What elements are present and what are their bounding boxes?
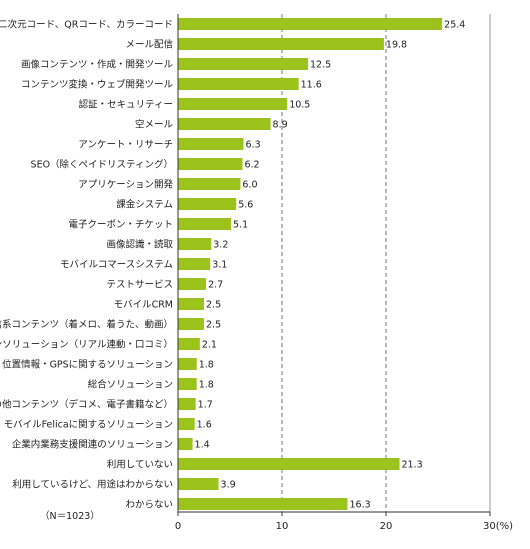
bar-22: [178, 458, 400, 470]
bar-4: [178, 98, 288, 110]
bar-6: [178, 138, 244, 150]
bar-0: [178, 18, 443, 30]
bar-7: [178, 158, 243, 170]
category-label-10: 電子クーポン・チケット: [68, 220, 173, 231]
value-label-12: 3.1: [212, 260, 227, 271]
category-labels: 二次元コード、QRコード、カラーコードメール配信画像コンテンツ・作成・開発ツール…: [0, 19, 173, 511]
category-label-11: 画像認識・読取: [106, 239, 173, 251]
category-label-12: モバイルコマースシステム: [60, 260, 173, 271]
value-label-20: 1.6: [197, 420, 212, 431]
bars-group: [178, 18, 443, 510]
bar-21: [178, 438, 193, 450]
value-label-13: 2.7: [208, 280, 223, 291]
bar-5: [178, 118, 271, 130]
bar-23: [178, 478, 219, 490]
category-label-3: コンテンツ変換・ウェブ開発ツール: [21, 79, 174, 91]
bar-11: [178, 238, 212, 250]
value-label-11: 3.2: [213, 240, 228, 251]
value-label-0: 25.4: [444, 20, 465, 31]
x-axis: 0 10 20 30(%): [175, 14, 513, 532]
x-tick-label-3: 30(%): [483, 521, 513, 532]
category-label-7: SEO（除くペイドリスティング）: [31, 159, 173, 171]
category-label-14: モバイルCRM: [114, 300, 173, 311]
bar-13: [178, 278, 207, 290]
value-label-9: 5.6: [238, 200, 253, 211]
bar-3: [178, 78, 299, 90]
value-label-14: 2.5: [206, 300, 221, 311]
category-label-18: 総合ソリューション: [88, 379, 173, 391]
category-label-1: メール配信: [125, 39, 173, 51]
bar-17: [178, 358, 197, 370]
bar-10: [178, 218, 232, 230]
category-label-21: 企業内業務支援関連のソリューション: [12, 439, 173, 451]
category-label-17: 位置情報・GPSに関するソリューション: [2, 359, 173, 371]
bar-1: [178, 38, 384, 50]
x-tick-label-0: 0: [175, 521, 181, 532]
value-label-8: 6.0: [242, 180, 257, 191]
value-label-5: 8.9: [273, 120, 288, 131]
bar-18: [178, 378, 197, 390]
bar-14: [178, 298, 204, 310]
category-label-8: アプリケーション開発: [78, 179, 173, 191]
value-label-10: 5.1: [233, 220, 248, 231]
value-label-6: 6.3: [246, 140, 261, 151]
value-label-1: 19.8: [386, 40, 407, 51]
bar-19: [178, 398, 196, 410]
value-label-24: 16.3: [350, 500, 371, 511]
category-label-22: 利用していない: [107, 459, 173, 471]
value-label-3: 11.6: [301, 80, 322, 91]
category-label-13: テストサービス: [106, 280, 173, 291]
x-tick-label-1: 10: [276, 521, 289, 532]
value-label-19: 1.7: [198, 400, 213, 411]
sample-size-note: （N＝1023）: [40, 511, 100, 522]
bar-12: [178, 258, 211, 270]
bar-2: [178, 58, 308, 70]
value-label-18: 1.8: [199, 380, 214, 391]
category-label-2: 画像コンテンツ・作成・開発ツール: [21, 59, 174, 71]
category-label-4: 認証・セキュリティー: [79, 99, 173, 111]
category-label-24: わからない: [125, 500, 173, 511]
value-label-7: 6.2: [244, 160, 259, 171]
value-label-15: 2.5: [206, 320, 221, 331]
value-label-23: 3.9: [221, 480, 236, 491]
value-label-22: 21.3: [402, 460, 423, 471]
value-label-4: 10.5: [289, 100, 310, 111]
value-labels: 25.4 19.8 12.5 11.6 10.58.9 6.3 6.2 6.0 5.6 5.1 3.…: [195, 20, 466, 511]
category-label-15: 着信系コンテンツ（着メロ、着うた、動画）: [0, 319, 173, 331]
category-label-0: 二次元コード、QRコード、カラーコード: [0, 19, 173, 31]
x-tick-label-2: 20: [380, 521, 393, 532]
category-label-9: 課金システム: [116, 199, 173, 211]
category-label-19: その他コンテンツ（デコメ、電子書籍など）: [0, 399, 173, 411]
bar-8: [178, 178, 241, 190]
bar-20: [178, 418, 195, 430]
category-label-16: キャンペーンソリューション（リアル連動・口コミ）: [0, 339, 173, 351]
value-label-21: 1.4: [195, 440, 210, 451]
category-label-6: アンケート・リサーチ: [78, 140, 173, 151]
bar-24: [178, 498, 348, 510]
value-label-2: 12.5: [310, 60, 331, 71]
grid-lines: [281, 14, 491, 512]
bar-15: [178, 318, 204, 330]
category-label-23: 利用しているけど、用途はわからない: [12, 479, 173, 491]
value-label-17: 1.8: [199, 360, 214, 371]
category-label-5: 空メール: [135, 119, 174, 131]
bar-9: [178, 198, 237, 210]
bar-16: [178, 338, 200, 350]
category-label-20: モバイルFelicaに関するソリューション: [4, 420, 173, 431]
value-label-16: 2.1: [202, 340, 217, 351]
